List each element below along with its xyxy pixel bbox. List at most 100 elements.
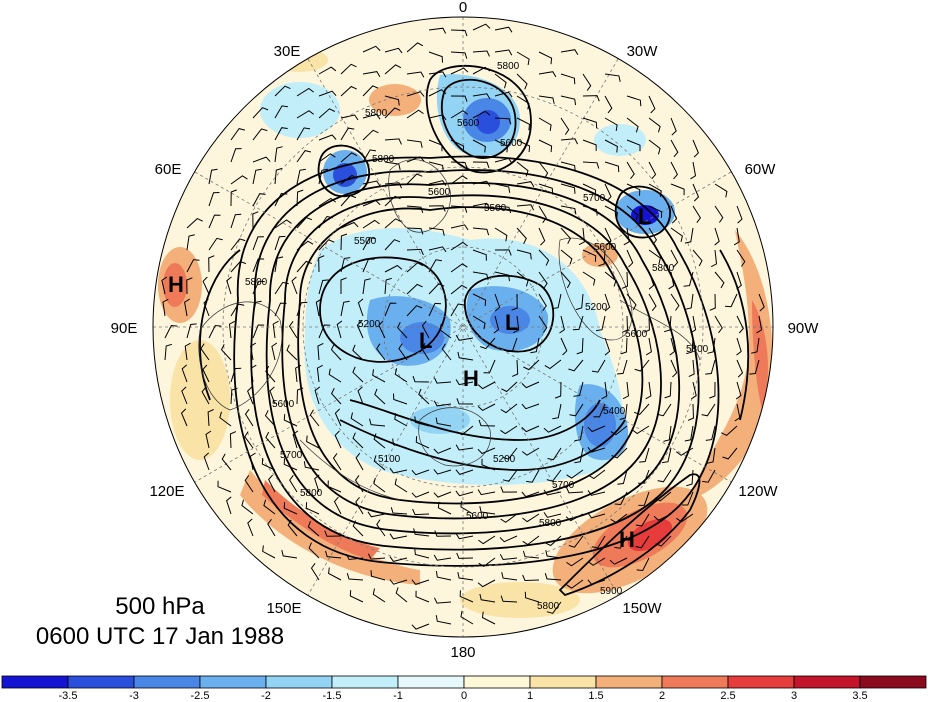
- wind-barb: [433, 597, 452, 604]
- wind-barb: [244, 431, 254, 449]
- wind-barb: [450, 29, 468, 37]
- low-pressure-center: L: [505, 310, 518, 335]
- wind-barb: [516, 73, 528, 90]
- wind-barb: [621, 315, 629, 333]
- wind-barb: [692, 205, 702, 223]
- wind-barb: [221, 453, 232, 471]
- wind-barb: [274, 302, 287, 317]
- wind-barb: [582, 271, 596, 286]
- wind-barb: [208, 237, 223, 251]
- longitude-label-150w: 150W: [622, 600, 662, 617]
- wind-barb: [604, 271, 617, 287]
- contour-label: 5800: [686, 344, 709, 355]
- wind-barb: [626, 249, 634, 268]
- wind-barb: [516, 249, 532, 260]
- wind-barb: [318, 197, 336, 207]
- wind-barb: [722, 447, 738, 460]
- wind-barb: [296, 150, 312, 163]
- wind-barb: [456, 552, 474, 559]
- wind-barb: [324, 530, 342, 537]
- wind-barb: [412, 375, 430, 383]
- wind-barb: [435, 417, 452, 427]
- wind-barb: [428, 51, 443, 63]
- wind-barb: [340, 114, 359, 121]
- wind-barb: [203, 298, 210, 317]
- wind-barb: [733, 227, 740, 246]
- title-valid-time: 0600 UTC 17 Jan 1988: [35, 623, 285, 650]
- wind-barb: [635, 513, 650, 527]
- wind-barb: [310, 563, 320, 581]
- wind-barb: [296, 189, 304, 207]
- wind-barb: [274, 146, 283, 163]
- wind-barb: [208, 192, 220, 207]
- wind-barb: [406, 71, 425, 78]
- contour-label: 5600: [466, 511, 489, 522]
- wind-barb: [663, 315, 672, 333]
- wind-barb: [340, 63, 357, 75]
- colorbar-tick-label: 1.5: [588, 690, 603, 702]
- wind-barb: [709, 293, 716, 311]
- wind-barb: [560, 95, 577, 106]
- wind-barb: [315, 298, 322, 317]
- colorbar-tick-label: -1: [393, 690, 403, 702]
- wind-barb: [524, 591, 540, 603]
- wind-barb: [283, 458, 298, 471]
- wind-barb: [274, 192, 288, 207]
- wind-barb: [428, 71, 447, 78]
- wind-barb: [413, 528, 430, 537]
- wind-barb: [362, 278, 371, 295]
- wind-barb: [450, 284, 468, 295]
- wind-barb: [184, 342, 191, 361]
- wind-barb: [686, 469, 694, 487]
- wind-barb: [437, 501, 452, 515]
- wind-barb: [736, 315, 744, 334]
- longitude-label-60e: 60E: [155, 161, 182, 178]
- wind-barb: [516, 139, 531, 153]
- contour-label: 5200: [493, 454, 516, 465]
- wind-barb: [560, 138, 579, 145]
- wind-barb: [568, 359, 584, 372]
- wind-barb: [362, 71, 381, 78]
- wind-barb: [538, 51, 553, 65]
- wind-barb: [552, 293, 562, 310]
- wind-barb: [575, 293, 584, 311]
- longitude-label-0: 0: [459, 0, 467, 16]
- wind-barb: [500, 425, 518, 435]
- wind-barb: [626, 139, 641, 152]
- wind-barb: [411, 623, 430, 630]
- wind-barb: [749, 359, 760, 375]
- contour-label: 5700: [280, 450, 303, 461]
- wind-barb: [604, 95, 613, 114]
- wind-barb: [472, 139, 486, 153]
- wind-barb: [662, 447, 672, 464]
- wind-barb: [617, 359, 628, 375]
- wind-barb: [653, 513, 672, 521]
- longitude-label-90w: 90W: [788, 320, 820, 337]
- wind-barb: [450, 224, 469, 231]
- wind-barb: [648, 249, 661, 265]
- wind-barb: [538, 227, 546, 246]
- map-disk: [153, 17, 773, 637]
- wind-barb: [538, 183, 554, 195]
- wind-barb: [247, 386, 254, 405]
- wind-barb: [247, 518, 254, 537]
- wind-barb: [252, 324, 265, 339]
- wind-barb: [721, 425, 738, 437]
- wind-barb: [494, 183, 511, 193]
- wind-barb: [296, 387, 304, 405]
- contour-label: 5800: [365, 108, 388, 119]
- wind-barb: [435, 615, 452, 625]
- wind-barb: [506, 337, 518, 352]
- wind-barb: [670, 161, 678, 180]
- wind-barb: [362, 149, 377, 163]
- wind-barb: [433, 400, 452, 407]
- wind-barb: [220, 344, 232, 361]
- wind-barb: [472, 227, 490, 236]
- colorbar-tick-label: 0: [461, 690, 467, 702]
- wind-barb: [626, 205, 639, 221]
- wind-barb: [433, 554, 452, 561]
- wind-barb: [428, 246, 447, 253]
- wind-barb: [638, 491, 650, 506]
- wind-barb: [340, 85, 357, 97]
- wind-barb: [252, 211, 259, 229]
